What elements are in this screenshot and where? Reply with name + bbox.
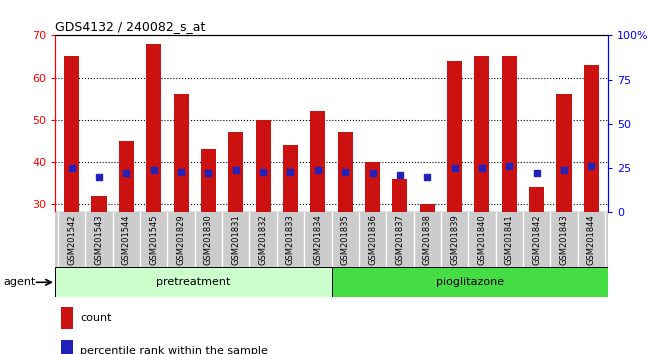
Point bbox=[422, 174, 432, 180]
Bar bbox=[255, 120, 270, 212]
Text: percentile rank within the sample: percentile rank within the sample bbox=[80, 346, 268, 354]
Text: GSM201838: GSM201838 bbox=[422, 214, 432, 265]
Point bbox=[476, 165, 487, 171]
Bar bbox=[332, 267, 608, 297]
Bar bbox=[584, 65, 599, 212]
Point bbox=[258, 169, 268, 175]
Point bbox=[504, 164, 515, 169]
Text: GSM201830: GSM201830 bbox=[204, 214, 213, 265]
Text: GSM201832: GSM201832 bbox=[259, 214, 268, 265]
Point bbox=[367, 171, 378, 176]
Text: GSM201833: GSM201833 bbox=[286, 214, 295, 265]
Text: agent: agent bbox=[3, 277, 36, 287]
Bar bbox=[283, 145, 298, 212]
Text: GSM201842: GSM201842 bbox=[532, 214, 541, 265]
Text: GSM201840: GSM201840 bbox=[478, 214, 486, 265]
Bar bbox=[61, 340, 73, 354]
Text: GSM201831: GSM201831 bbox=[231, 214, 240, 265]
Text: GSM201836: GSM201836 bbox=[368, 214, 377, 265]
Point bbox=[203, 171, 214, 176]
Bar bbox=[529, 187, 544, 212]
Point bbox=[313, 167, 323, 173]
Text: GSM201835: GSM201835 bbox=[341, 214, 350, 265]
Text: GSM201545: GSM201545 bbox=[150, 214, 158, 264]
Bar bbox=[174, 95, 188, 212]
Point bbox=[449, 165, 460, 171]
Point bbox=[340, 169, 350, 175]
Point bbox=[559, 167, 569, 173]
Point bbox=[94, 174, 104, 180]
Text: GSM201829: GSM201829 bbox=[177, 214, 185, 265]
Bar bbox=[61, 307, 73, 329]
Text: pioglitazone: pioglitazone bbox=[436, 277, 504, 287]
Text: GSM201844: GSM201844 bbox=[587, 214, 596, 265]
Bar bbox=[420, 204, 435, 212]
Text: GSM201841: GSM201841 bbox=[505, 214, 514, 265]
Bar bbox=[337, 132, 353, 212]
Bar bbox=[393, 179, 408, 212]
Bar bbox=[365, 162, 380, 212]
Text: GSM201837: GSM201837 bbox=[395, 214, 404, 265]
Point bbox=[586, 164, 597, 169]
Text: pretreatment: pretreatment bbox=[156, 277, 231, 287]
Text: GSM201542: GSM201542 bbox=[67, 214, 76, 264]
Point bbox=[66, 165, 77, 171]
Point bbox=[532, 171, 542, 176]
Text: GSM201843: GSM201843 bbox=[560, 214, 569, 265]
Bar bbox=[502, 57, 517, 212]
Bar bbox=[228, 132, 243, 212]
Point bbox=[176, 169, 187, 175]
Bar bbox=[310, 111, 326, 212]
Text: GSM201839: GSM201839 bbox=[450, 214, 459, 265]
Text: GSM201834: GSM201834 bbox=[313, 214, 322, 265]
Point bbox=[231, 167, 241, 173]
Point bbox=[395, 172, 405, 178]
Bar bbox=[64, 57, 79, 212]
Point bbox=[148, 167, 159, 173]
Bar bbox=[55, 267, 332, 297]
Bar bbox=[92, 195, 107, 212]
Text: count: count bbox=[80, 313, 112, 323]
Bar bbox=[119, 141, 134, 212]
Point bbox=[285, 169, 296, 175]
Bar bbox=[201, 149, 216, 212]
Text: GDS4132 / 240082_s_at: GDS4132 / 240082_s_at bbox=[55, 20, 205, 33]
Bar bbox=[447, 61, 462, 212]
Bar bbox=[556, 95, 571, 212]
Bar bbox=[474, 57, 489, 212]
Text: GSM201544: GSM201544 bbox=[122, 214, 131, 264]
Text: GSM201543: GSM201543 bbox=[94, 214, 103, 265]
Point bbox=[121, 171, 131, 176]
Bar bbox=[146, 44, 161, 212]
